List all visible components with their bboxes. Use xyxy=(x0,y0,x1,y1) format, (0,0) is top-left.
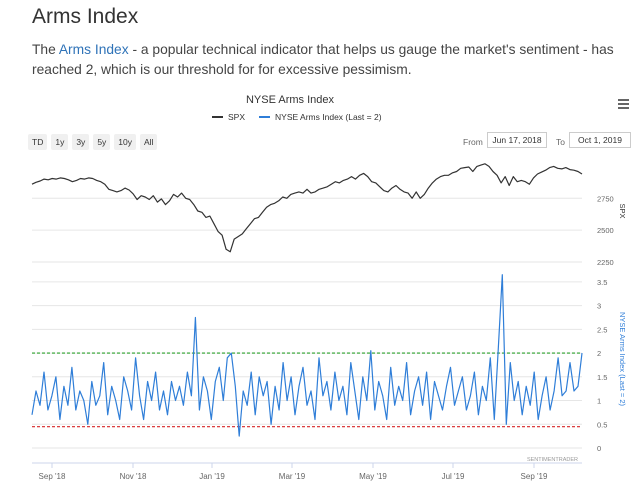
hamburger-menu-icon[interactable] xyxy=(618,99,629,109)
range-button-1y[interactable]: 1y xyxy=(51,134,69,150)
intro-paragraph: The Arms Index - a popular technical ind… xyxy=(32,40,632,80)
x-tick-label-4: May '19 xyxy=(359,472,387,481)
y-tick-label-p0-0: 2250 xyxy=(597,258,614,267)
range-selector: TD 1y 3y 5y 10y All xyxy=(28,134,158,150)
range-button-5y[interactable]: 5y xyxy=(93,134,111,150)
chart-title: NYSE Arms Index xyxy=(245,94,335,106)
y-tick-label-p1-1: 0.5 xyxy=(597,420,607,429)
to-date-input[interactable]: Oct 1, 2019 xyxy=(569,132,631,148)
x-tick-label-3: Mar '19 xyxy=(279,472,306,481)
y-tick-label-p0-2: 2750 xyxy=(597,194,614,203)
x-tick-label-5: Jul '19 xyxy=(442,472,465,481)
legend-item-arms[interactable]: NYSE Arms Index (Last = 2) xyxy=(259,112,382,122)
x-tick-label-6: Sep '19 xyxy=(521,472,548,481)
y-tick-label-p1-2: 1 xyxy=(597,397,601,406)
legend-item-spx[interactable]: SPX xyxy=(212,112,245,122)
y-axis-title-p0: SPX xyxy=(618,203,627,218)
chart-credit: SENTIMENTRADER xyxy=(527,457,578,463)
page-heading: Arms Index xyxy=(32,5,139,28)
legend-label-spx: SPX xyxy=(228,112,246,122)
range-button-10y[interactable]: 10y xyxy=(114,134,137,150)
y-tick-label-p1-0: 0 xyxy=(597,444,601,453)
x-tick-label-0: Sep '18 xyxy=(39,472,66,481)
y-tick-label-p0-1: 2500 xyxy=(597,226,614,235)
y-tick-label-p1-4: 2 xyxy=(597,349,601,358)
range-button-ytd[interactable]: TD xyxy=(28,134,48,150)
from-label: From xyxy=(463,137,483,147)
y-tick-label-p1-5: 2.5 xyxy=(597,325,607,334)
y-axis-title-p1: NYSE Arms Index (Last = 2) xyxy=(618,312,627,406)
range-button-3y[interactable]: 3y xyxy=(72,134,90,150)
y-tick-label-p1-7: 3.5 xyxy=(597,278,607,287)
series-line-p1-0 xyxy=(31,274,583,437)
intro-text-end: - a popular technical indicator that hel… xyxy=(32,42,614,77)
chart-legend: SPX NYSE Arms Index (Last = 2) xyxy=(212,112,382,122)
range-button-all[interactable]: All xyxy=(140,134,158,150)
y-tick-label-p1-6: 3 xyxy=(597,302,601,311)
arms-index-link[interactable]: Arms Index xyxy=(58,42,129,57)
legend-swatch-arms xyxy=(259,116,271,118)
legend-label-arms: NYSE Arms Index (Last = 2) xyxy=(275,112,382,122)
y-tick-label-p1-3: 1.5 xyxy=(597,373,607,382)
intro-text-start: The xyxy=(32,42,59,57)
x-tick-label-2: Jan '19 xyxy=(199,472,225,481)
to-label: To xyxy=(556,137,565,147)
from-date-input[interactable]: Jun 17, 2018 xyxy=(487,132,547,148)
x-tick-label-1: Nov '18 xyxy=(120,472,147,481)
legend-swatch-spx xyxy=(212,116,223,118)
series-line-p0-0 xyxy=(31,163,583,253)
